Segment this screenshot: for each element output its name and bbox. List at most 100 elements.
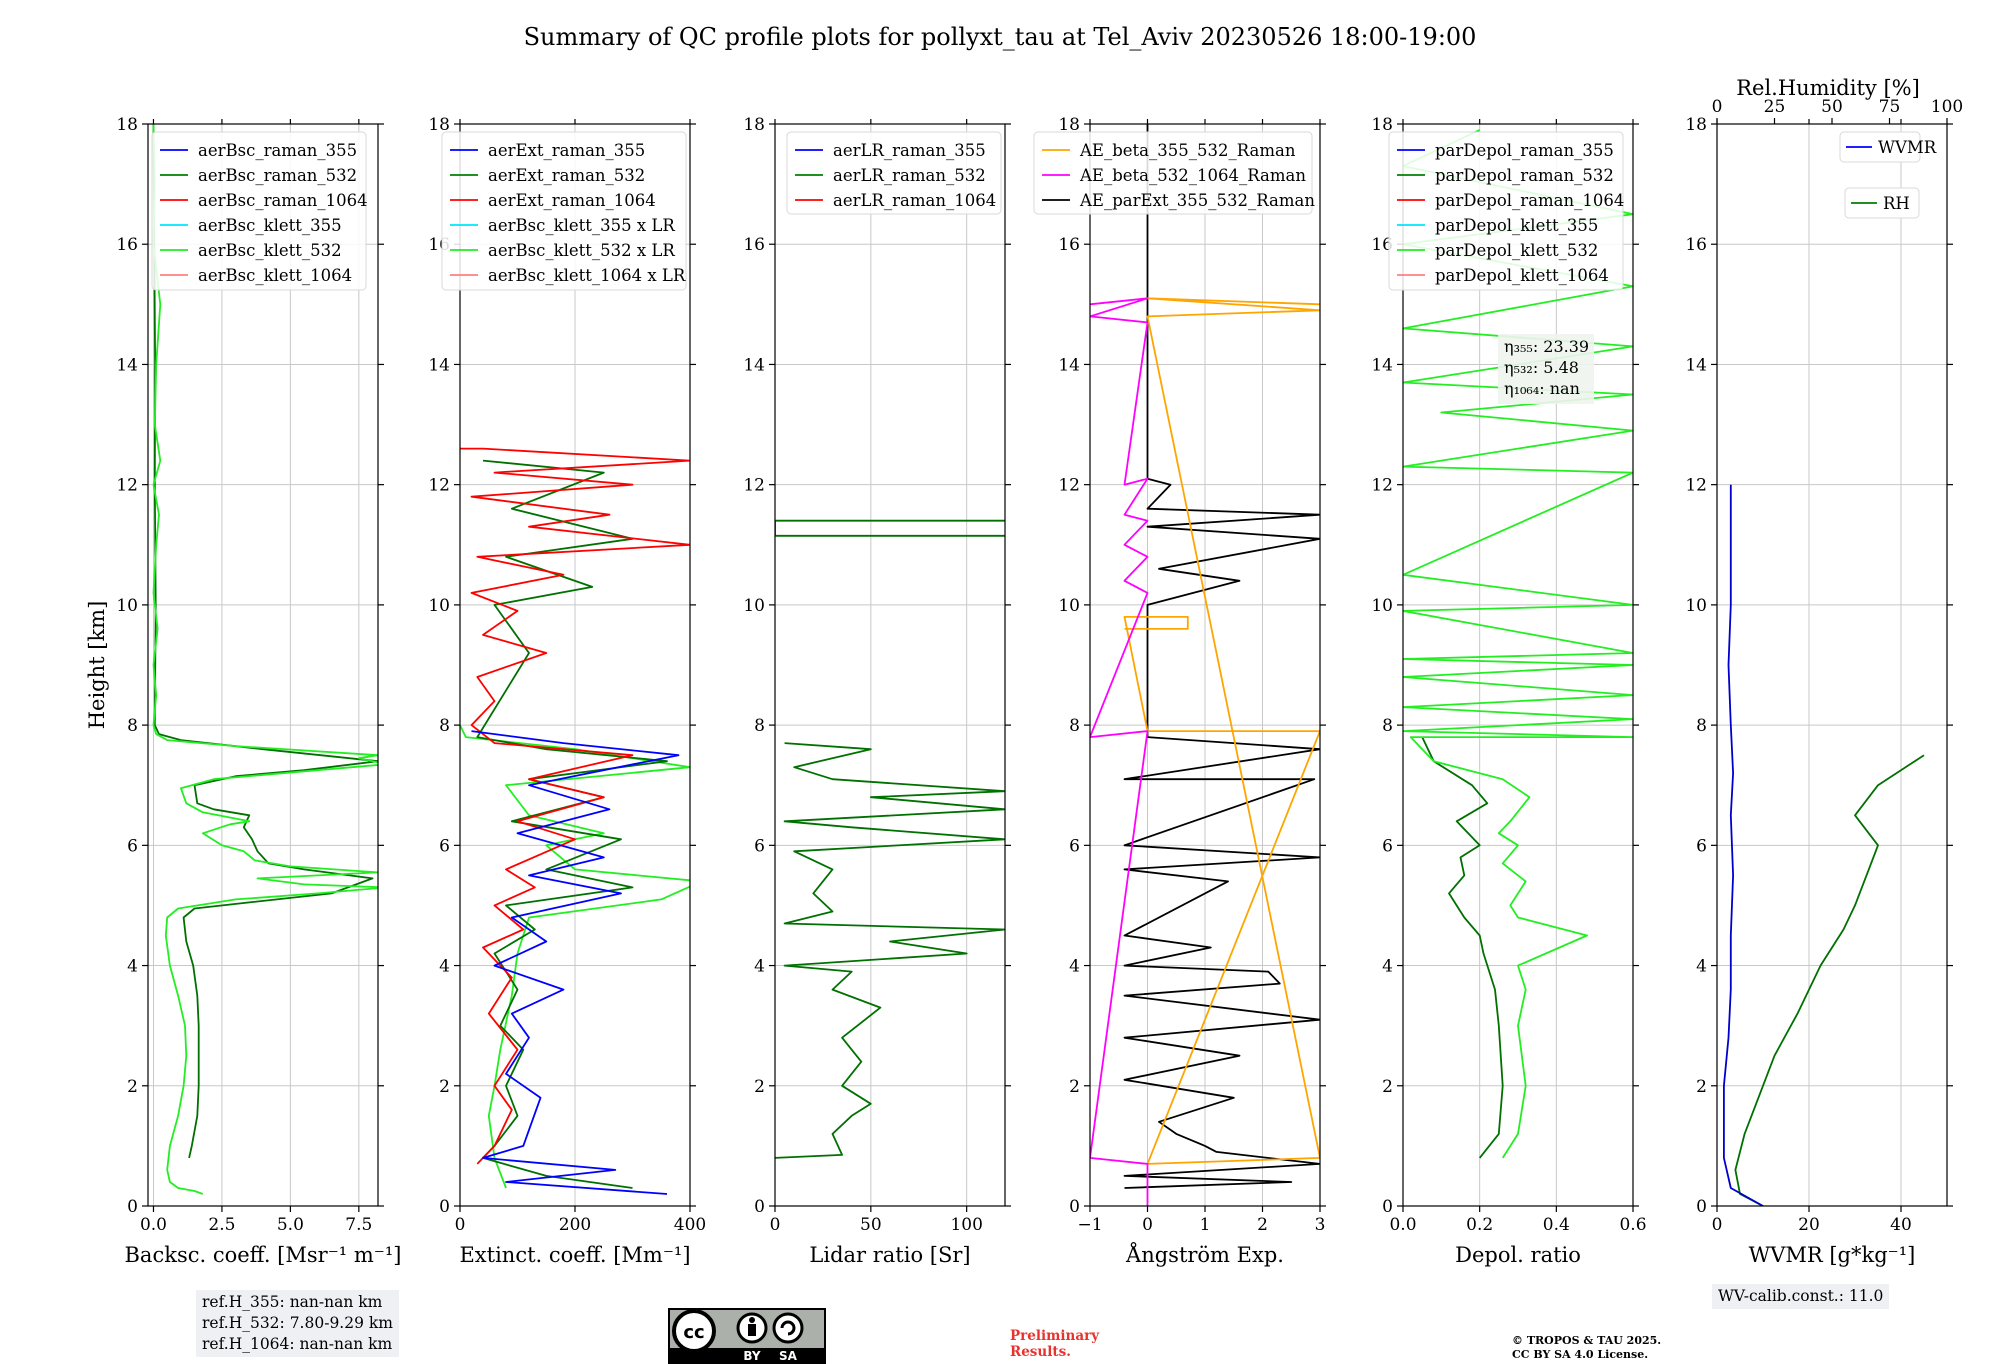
depol-legend-entry: parDepol_raman_355 — [1435, 141, 1614, 160]
backscatter-legend-entry: aerBsc_raman_532 — [198, 166, 357, 185]
depol-x-tick-label: 0.6 — [1619, 1215, 1646, 1235]
extinction-y-tick-label: 10 — [428, 596, 450, 616]
depol-y-tick-label: 16 — [1371, 235, 1393, 255]
depol-series-1 — [1403, 129, 1633, 1159]
depol-legend-entry: parDepol_raman_532 — [1435, 166, 1614, 185]
wvmr-frame — [1716, 123, 1948, 1207]
wvmr-y-tick-label: 2 — [1696, 1077, 1707, 1097]
wvmr-legend-box — [1839, 131, 1921, 163]
lidar_ratio-y-tick-label: 6 — [754, 836, 765, 856]
depol-y-tick-label: 2 — [1382, 1077, 1393, 1097]
cc-icon-text: cc — [683, 1322, 704, 1343]
extinction-legend-entry: aerBsc_klett_1064 x LR — [488, 266, 686, 285]
lidar_ratio-x-tick-label: 100 — [950, 1215, 982, 1235]
backscatter-y-tick-label: 2 — [127, 1077, 138, 1097]
extinction-y-tick-label: 14 — [428, 355, 450, 375]
copyright-line-1: © TROPOS & TAU 2025. — [1512, 1334, 1662, 1347]
cc-license-badge: cc BY SA — [668, 1308, 826, 1364]
lidar_ratio-x-axis-label: Lidar ratio [Sr] — [809, 1243, 970, 1267]
wvmr-legend-0: WVMR — [1839, 131, 1937, 163]
extinction-legend-entry: aerExt_raman_532 — [488, 166, 645, 185]
backscatter-frame — [147, 123, 379, 1207]
wvmr-y-tick-label: 6 — [1696, 836, 1707, 856]
backscatter-series-0 — [152, 124, 378, 1159]
wvmr-y-tick-label: 14 — [1685, 355, 1707, 375]
angstrom-y-tick-label: 10 — [1058, 596, 1080, 616]
depol-x-tick-label: 0.4 — [1543, 1215, 1570, 1235]
lidar_ratio-series-1 — [775, 519, 1005, 537]
backscatter-legend-entry: aerBsc_klett_532 — [198, 241, 342, 260]
wvmr-y-tick-label: 16 — [1685, 235, 1707, 255]
lidar_ratio-y-tick-label: 10 — [743, 596, 765, 616]
angstrom-y-tick-label: 6 — [1069, 836, 1080, 856]
wvmr-top-tick-label: 0 — [1712, 97, 1723, 117]
angstrom-x-tick-label: −1 — [1077, 1215, 1102, 1235]
lidar_ratio-y-tick-label: 8 — [754, 716, 765, 736]
extinction-x-tick-label: 0 — [455, 1215, 466, 1235]
copyright-note: © TROPOS & TAU 2025. CC BY SA 4.0 Licens… — [1512, 1334, 1661, 1362]
angstrom-x-tick-label: 3 — [1315, 1215, 1326, 1235]
depol-legend: parDepol_raman_355 parDepol_raman_532 parD… — [1388, 131, 1624, 291]
wvmr-x-tick-label: 40 — [1890, 1215, 1912, 1235]
angstrom-y-tick-label: 8 — [1069, 716, 1080, 736]
panel-backscatter: 0.0 2.5 5.0 7.5 0 2 4 6 8 10 12 14 16 18 Backsc. coeff… — [85, 115, 401, 1267]
extinction-x-axis-label: Extinct. coeff. [Mm⁻¹] — [459, 1243, 690, 1267]
lidar_ratio-legend: aerLR_raman_355 aerLR_raman_532 aerLR_rama… — [786, 131, 1002, 215]
preliminary-note: Preliminary Results. — [1010, 1328, 1099, 1360]
backscatter-x-tick-label: 7.5 — [345, 1215, 372, 1235]
depol-legend-entry: parDepol_klett_532 — [1435, 241, 1598, 260]
extinction-y-tick-label: 18 — [428, 115, 450, 135]
lidar_ratio-y-tick-label: 12 — [743, 476, 765, 496]
angstrom-y-tick-label: 4 — [1069, 957, 1080, 977]
ref-height-532: ref.H_532: 7.80-9.29 km — [202, 1314, 393, 1332]
panel-lidar_ratio: 0 50 100 0 2 4 6 8 10 12 14 16 18 Lidar ratio [Sr] aer… — [743, 115, 1011, 1267]
extinction-y-tick-label: 8 — [439, 716, 450, 736]
lidar_ratio-x-tick-label: 50 — [860, 1215, 882, 1235]
depol-y-tick-label: 6 — [1382, 836, 1393, 856]
depol-y-tick-label: 0 — [1382, 1197, 1393, 1217]
backscatter-x-tick-label: 2.5 — [208, 1215, 235, 1235]
backscatter-y-tick-label: 12 — [116, 476, 138, 496]
extinction-legend-entry: aerExt_raman_1064 — [488, 191, 656, 210]
wvmr-y-tick-label: 18 — [1685, 115, 1707, 135]
wvmr-x-tick-label: 20 — [1798, 1215, 1820, 1235]
panel-depol: 0.0 0.2 0.4 0.6 0 2 4 6 8 10 12 14 16 18 Depol. ratio p… — [1371, 115, 1646, 1267]
angstrom-series-group — [1090, 124, 1320, 1206]
backscatter-x-axis-label: Backsc. coeff. [Msr⁻¹ m⁻¹] — [125, 1243, 402, 1267]
angstrom-series-1 — [1123, 297, 1320, 1165]
lidar_ratio-y-tick-label: 18 — [743, 115, 765, 135]
angstrom-y-tick-label: 2 — [1069, 1077, 1080, 1097]
angstrom-legend-entry: AE_parExt_355_532_Raman — [1079, 191, 1315, 210]
wvmr-y-tick-label: 0 — [1696, 1197, 1707, 1217]
wvmr-y-tick-label: 4 — [1696, 957, 1707, 977]
depol-y-tick-label: 14 — [1371, 355, 1393, 375]
depol-annotation-line: η₁₀₆₄: nan — [1504, 379, 1580, 398]
extinction-y-tick-label: 2 — [439, 1077, 450, 1097]
wvmr-series-0 — [1734, 754, 1925, 1206]
depol-series-group — [1403, 129, 1633, 1159]
depol-y-tick-label: 10 — [1371, 596, 1393, 616]
depol-annotation: η₃₅₅: 23.39 η₅₃₂: 5.48 η₁₀₆₄: nan — [1498, 334, 1594, 404]
extinction-x-tick-label: 400 — [674, 1215, 706, 1235]
wv-calib-text: WV-calib.const.: 11.0 — [1718, 1287, 1884, 1305]
extinction-series-1 — [476, 459, 668, 1189]
extinction-y-tick-label: 6 — [439, 836, 450, 856]
backscatter-y-tick-label: 0 — [127, 1197, 138, 1217]
backscatter-legend-entry: aerBsc_raman_355 — [198, 141, 357, 160]
sa-icon — [772, 1312, 804, 1344]
wvmr-top-axis-label: Rel.Humidity [%] — [1736, 76, 1920, 100]
angstrom-legend-box — [1033, 131, 1313, 215]
depol-annotation-line: η₃₅₅: 23.39 — [1504, 337, 1589, 356]
wvmr-legend-entry: WVMR — [1878, 138, 1937, 157]
angstrom-x-axis-label: Ångström Exp. — [1125, 1242, 1284, 1267]
backscatter-y-tick-label: 6 — [127, 836, 138, 856]
backscatter-y-axis-label: Height [km] — [85, 601, 109, 730]
backscatter-y-tick-label: 10 — [116, 596, 138, 616]
angstrom-x-tick-label: 0 — [1142, 1215, 1153, 1235]
preliminary-line-1: Preliminary — [1010, 1328, 1100, 1344]
backscatter-y-tick-label: 4 — [127, 957, 138, 977]
extinction-y-tick-label: 0 — [439, 1197, 450, 1217]
